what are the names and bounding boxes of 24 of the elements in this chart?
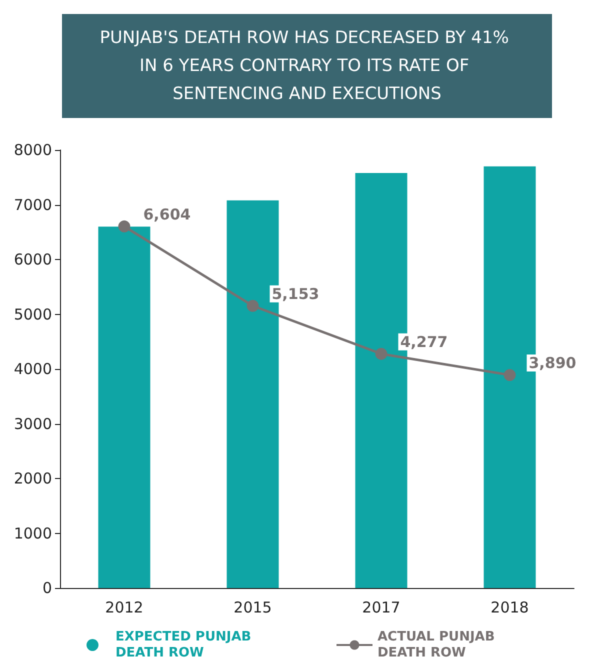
y-tick-label: 7000 <box>14 196 52 214</box>
legend-label: EXPECTED PUNJAB DEATH ROW <box>116 630 256 660</box>
point <box>118 220 130 232</box>
chart-title: PUNJAB'S DEATH ROW HAS DECREASED BY 41% IN 6 YEARS CONTRARY TO ITS RATE OF SENTENCING AND EXECUTIONS <box>100 28 514 104</box>
y-tick-label: 6000 <box>14 250 52 268</box>
y-tick-label: 4000 <box>14 360 52 378</box>
point <box>375 348 388 360</box>
y-tick-label: 1000 <box>14 524 52 542</box>
data-label: 6,604 <box>143 205 191 224</box>
x-tick-label: 2017 <box>362 598 400 616</box>
y-tick-label: 3000 <box>14 414 52 433</box>
x-tick-label: 2018 <box>490 598 529 616</box>
point <box>504 369 516 382</box>
y-tick-label: 0 <box>42 579 52 597</box>
data-label: 5,153 <box>272 284 320 303</box>
x-tick-label: 2012 <box>105 598 144 616</box>
y-tick-label: 8000 <box>14 141 52 159</box>
y-tick-label: 5000 <box>14 305 52 324</box>
data-label: 3,890 <box>528 354 576 372</box>
point <box>246 300 259 312</box>
y-tick-label: 2000 <box>14 470 52 488</box>
legend-label: ACTUAL PUNJAB DEATH ROW <box>378 630 500 660</box>
x-tick-label: 2015 <box>234 598 272 616</box>
data-label: 4,277 <box>400 332 448 351</box>
